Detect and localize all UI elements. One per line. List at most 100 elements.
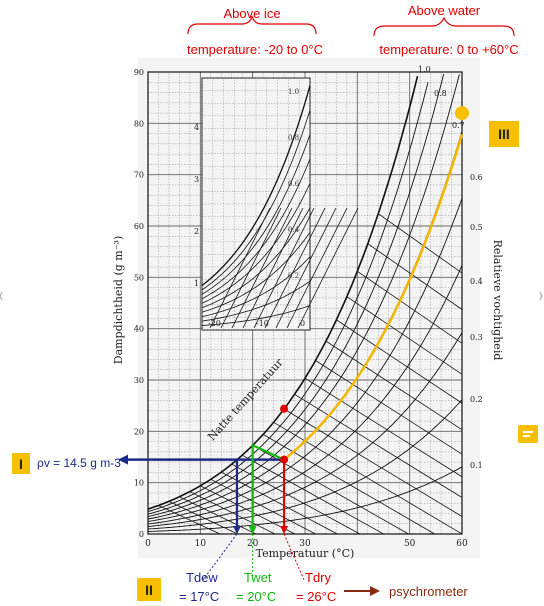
rh-curve [147, 265, 463, 525]
y-tick-label: 50 [134, 273, 144, 282]
rh-tick-label: 0.5 [470, 223, 483, 232]
ice-x-tick: -20 [208, 319, 221, 328]
rh-curve [147, 73, 445, 515]
rho-v-label: ρv = 14.5 g m-3 [37, 456, 121, 470]
wet-bulb-line [357, 270, 463, 344]
wet-bulb-line [325, 340, 463, 431]
ice-x-tick: 0 [300, 319, 305, 328]
y-tick-label: 60 [134, 222, 144, 231]
ice-wet-line [264, 207, 326, 329]
wet-bulb-line [158, 505, 221, 535]
wet-bulb-line [378, 213, 463, 274]
ice-wet-line [286, 207, 348, 329]
rh-tick-label: 0.3 [470, 333, 483, 342]
rh-tick-label: 1.0 [418, 65, 431, 74]
above-ice-bracket [187, 15, 317, 35]
badge-II [137, 578, 161, 601]
next-slide-icon[interactable] [539, 291, 543, 301]
prev-slide-icon[interactable] [0, 291, 3, 301]
rh-tick-label: 0.7 [452, 121, 465, 130]
humidity-trace-line [283, 133, 464, 461]
x-tick-label: 30 [299, 539, 311, 549]
wet-bulb-line [168, 500, 238, 535]
rh-tick-label: 0.1 [470, 461, 483, 470]
wet-bulb-line [336, 319, 463, 404]
wet-arrow-head [248, 526, 257, 534]
wet-bulb-line [262, 434, 435, 535]
rh-tick-label: 0.6 [470, 173, 483, 182]
psychrometer-label: psychrometer [389, 584, 468, 599]
badge-II-text: II [145, 582, 153, 598]
ice-wet-line [275, 207, 337, 329]
wet-bulb-path [251, 443, 285, 528]
rh-curve [147, 198, 463, 523]
ice-y-tick: 1 [194, 279, 199, 288]
wet-bulb-line [294, 393, 463, 498]
point-III [455, 106, 469, 121]
y-tick-label: 20 [134, 427, 144, 436]
annotations-overlay [118, 106, 469, 581]
above-water-title: Above water [408, 3, 481, 18]
above-water-bracket [373, 16, 515, 37]
ice-wet-line [242, 207, 304, 329]
x-tick-label: 10 [195, 539, 207, 549]
x-tick-label: 0 [145, 539, 151, 549]
ice-x-tick: -10 [256, 319, 269, 328]
dew-leader [202, 533, 238, 581]
y-tick-label: 10 [134, 479, 144, 488]
x-axis-label: Temperatuur (°C) [256, 547, 355, 560]
saturation-point [280, 404, 289, 413]
ice-rh-tick: 0.6 [288, 180, 300, 188]
wet-bulb-line [189, 491, 276, 535]
y-axis-label: Dampdichtheid (g m⁻³) [112, 236, 125, 365]
wet-bulb-line [200, 485, 296, 535]
y-tick-label: 70 [134, 171, 144, 180]
rh-tick-label: 0.8 [434, 89, 447, 98]
ice-rh-curve [201, 85, 311, 287]
wet-bulb-line [242, 454, 384, 535]
rho-v-arrow-head [118, 454, 128, 465]
y-tick-label: 30 [134, 376, 144, 385]
badge-I-text: I [19, 456, 23, 472]
above-ice-title: Above ice [223, 6, 280, 21]
plot-frame [147, 71, 463, 535]
t-dew-value: = 17°C [179, 589, 219, 604]
ice-rh-curve [201, 109, 311, 291]
rh-curve [147, 82, 429, 513]
wet-bulb-line [346, 296, 463, 375]
wet-bulb-line [367, 243, 463, 310]
y-tick-label: 40 [134, 325, 144, 334]
ice-y-tick: 4 [194, 123, 199, 132]
ice-rh-curve [201, 183, 311, 304]
comment-icon-lines-2 [523, 435, 530, 437]
ice-y-tick: 3 [194, 175, 199, 184]
ice-wet-line [253, 207, 315, 329]
wet-bulb-line [304, 377, 463, 478]
ice-inset: -20 -10 0 4 3 2 1 1.0 0.8 0.6 0.4 0.2 [194, 77, 359, 331]
ice-rh-tick: 1.0 [288, 88, 299, 96]
ice-rh-tick: 0.8 [288, 134, 299, 142]
comment-icon[interactable] [518, 425, 538, 443]
ice-wet-line [209, 207, 271, 329]
t-dew-label: Tdew [186, 570, 218, 585]
ice-rh-curve [201, 305, 311, 326]
ice-rh-curve [201, 280, 311, 322]
psychrometer-arrow-head [370, 586, 380, 596]
ice-rh-tick: 0.2 [288, 272, 299, 280]
badge-III [489, 121, 519, 147]
rh-curve [147, 74, 460, 518]
wet-bulb-line [221, 471, 338, 535]
t-dry-label: Tdry [305, 570, 332, 585]
rh-curve [147, 332, 463, 527]
ice-wet-line [231, 207, 293, 329]
ice-y-tick: 2 [194, 227, 199, 236]
ice-rh-curve [201, 231, 311, 313]
rh-curve [147, 466, 463, 532]
ice-rh-curve [201, 207, 311, 309]
t-wet-value: = 20°C [236, 589, 276, 604]
dry-arrow-head [280, 526, 289, 534]
above-ice-range: temperature: -20 to 0°C [187, 42, 323, 57]
t-dry-value: = 26°C [296, 589, 336, 604]
above-water-range: temperature: 0 to +60°C [379, 42, 518, 57]
